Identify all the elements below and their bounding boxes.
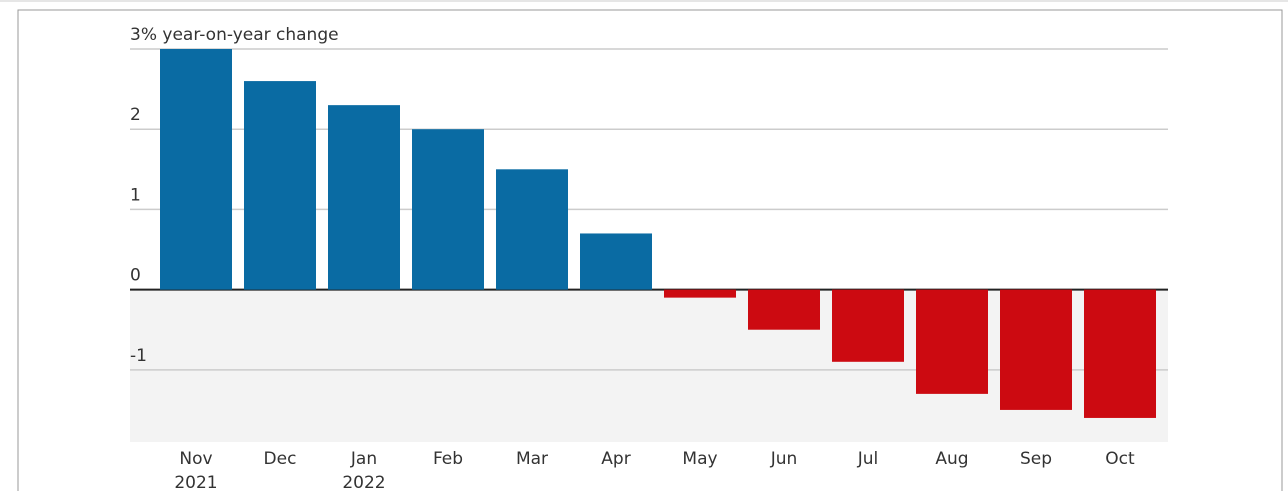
bar [1084,289,1156,418]
x-tick-label: May [682,449,717,469]
y-tick-label-group: 2 [130,105,141,125]
bar [328,105,400,290]
x-tick-label: Feb [433,449,463,469]
x-tick-label: Apr [601,449,630,469]
bar [244,81,316,290]
y-tick-label-group: -1 [130,346,147,366]
x-tick-label: Oct [1105,449,1135,469]
y-tick-label-group: 3% year-on-year change [130,25,339,45]
x-tick-label: Jun [770,449,798,469]
bar [664,289,736,298]
bar [160,49,232,290]
frame [17,9,1283,491]
y-tick-label: -1 [130,346,147,366]
x-tick-label: Jan 2022 [342,449,385,491]
bar [496,169,568,290]
x-tick-label: Aug [935,449,968,469]
x-tick-label: Sep [1020,449,1052,469]
y-axis-label: year-on-year change [162,25,338,45]
x-tick-label: Nov 2021 [174,449,217,491]
y-tick-label: 3% [130,25,157,45]
bar [832,289,904,362]
y-tick-label-group: 1 [130,185,141,205]
bar [580,233,652,290]
y-tick-label: 1 [130,185,141,205]
bar [748,289,820,330]
y-tick-label-group: 0 [130,266,141,286]
y-tick-label: 2 [130,105,141,125]
x-tick-label: Dec [264,449,297,469]
negative-zone [130,289,1168,442]
y-tick-label: 0 [130,266,141,286]
bar [1000,289,1072,410]
x-tick-label: Mar [516,449,548,469]
x-tick-label: Jul [857,449,879,469]
bar [412,129,484,290]
bar [916,289,988,394]
